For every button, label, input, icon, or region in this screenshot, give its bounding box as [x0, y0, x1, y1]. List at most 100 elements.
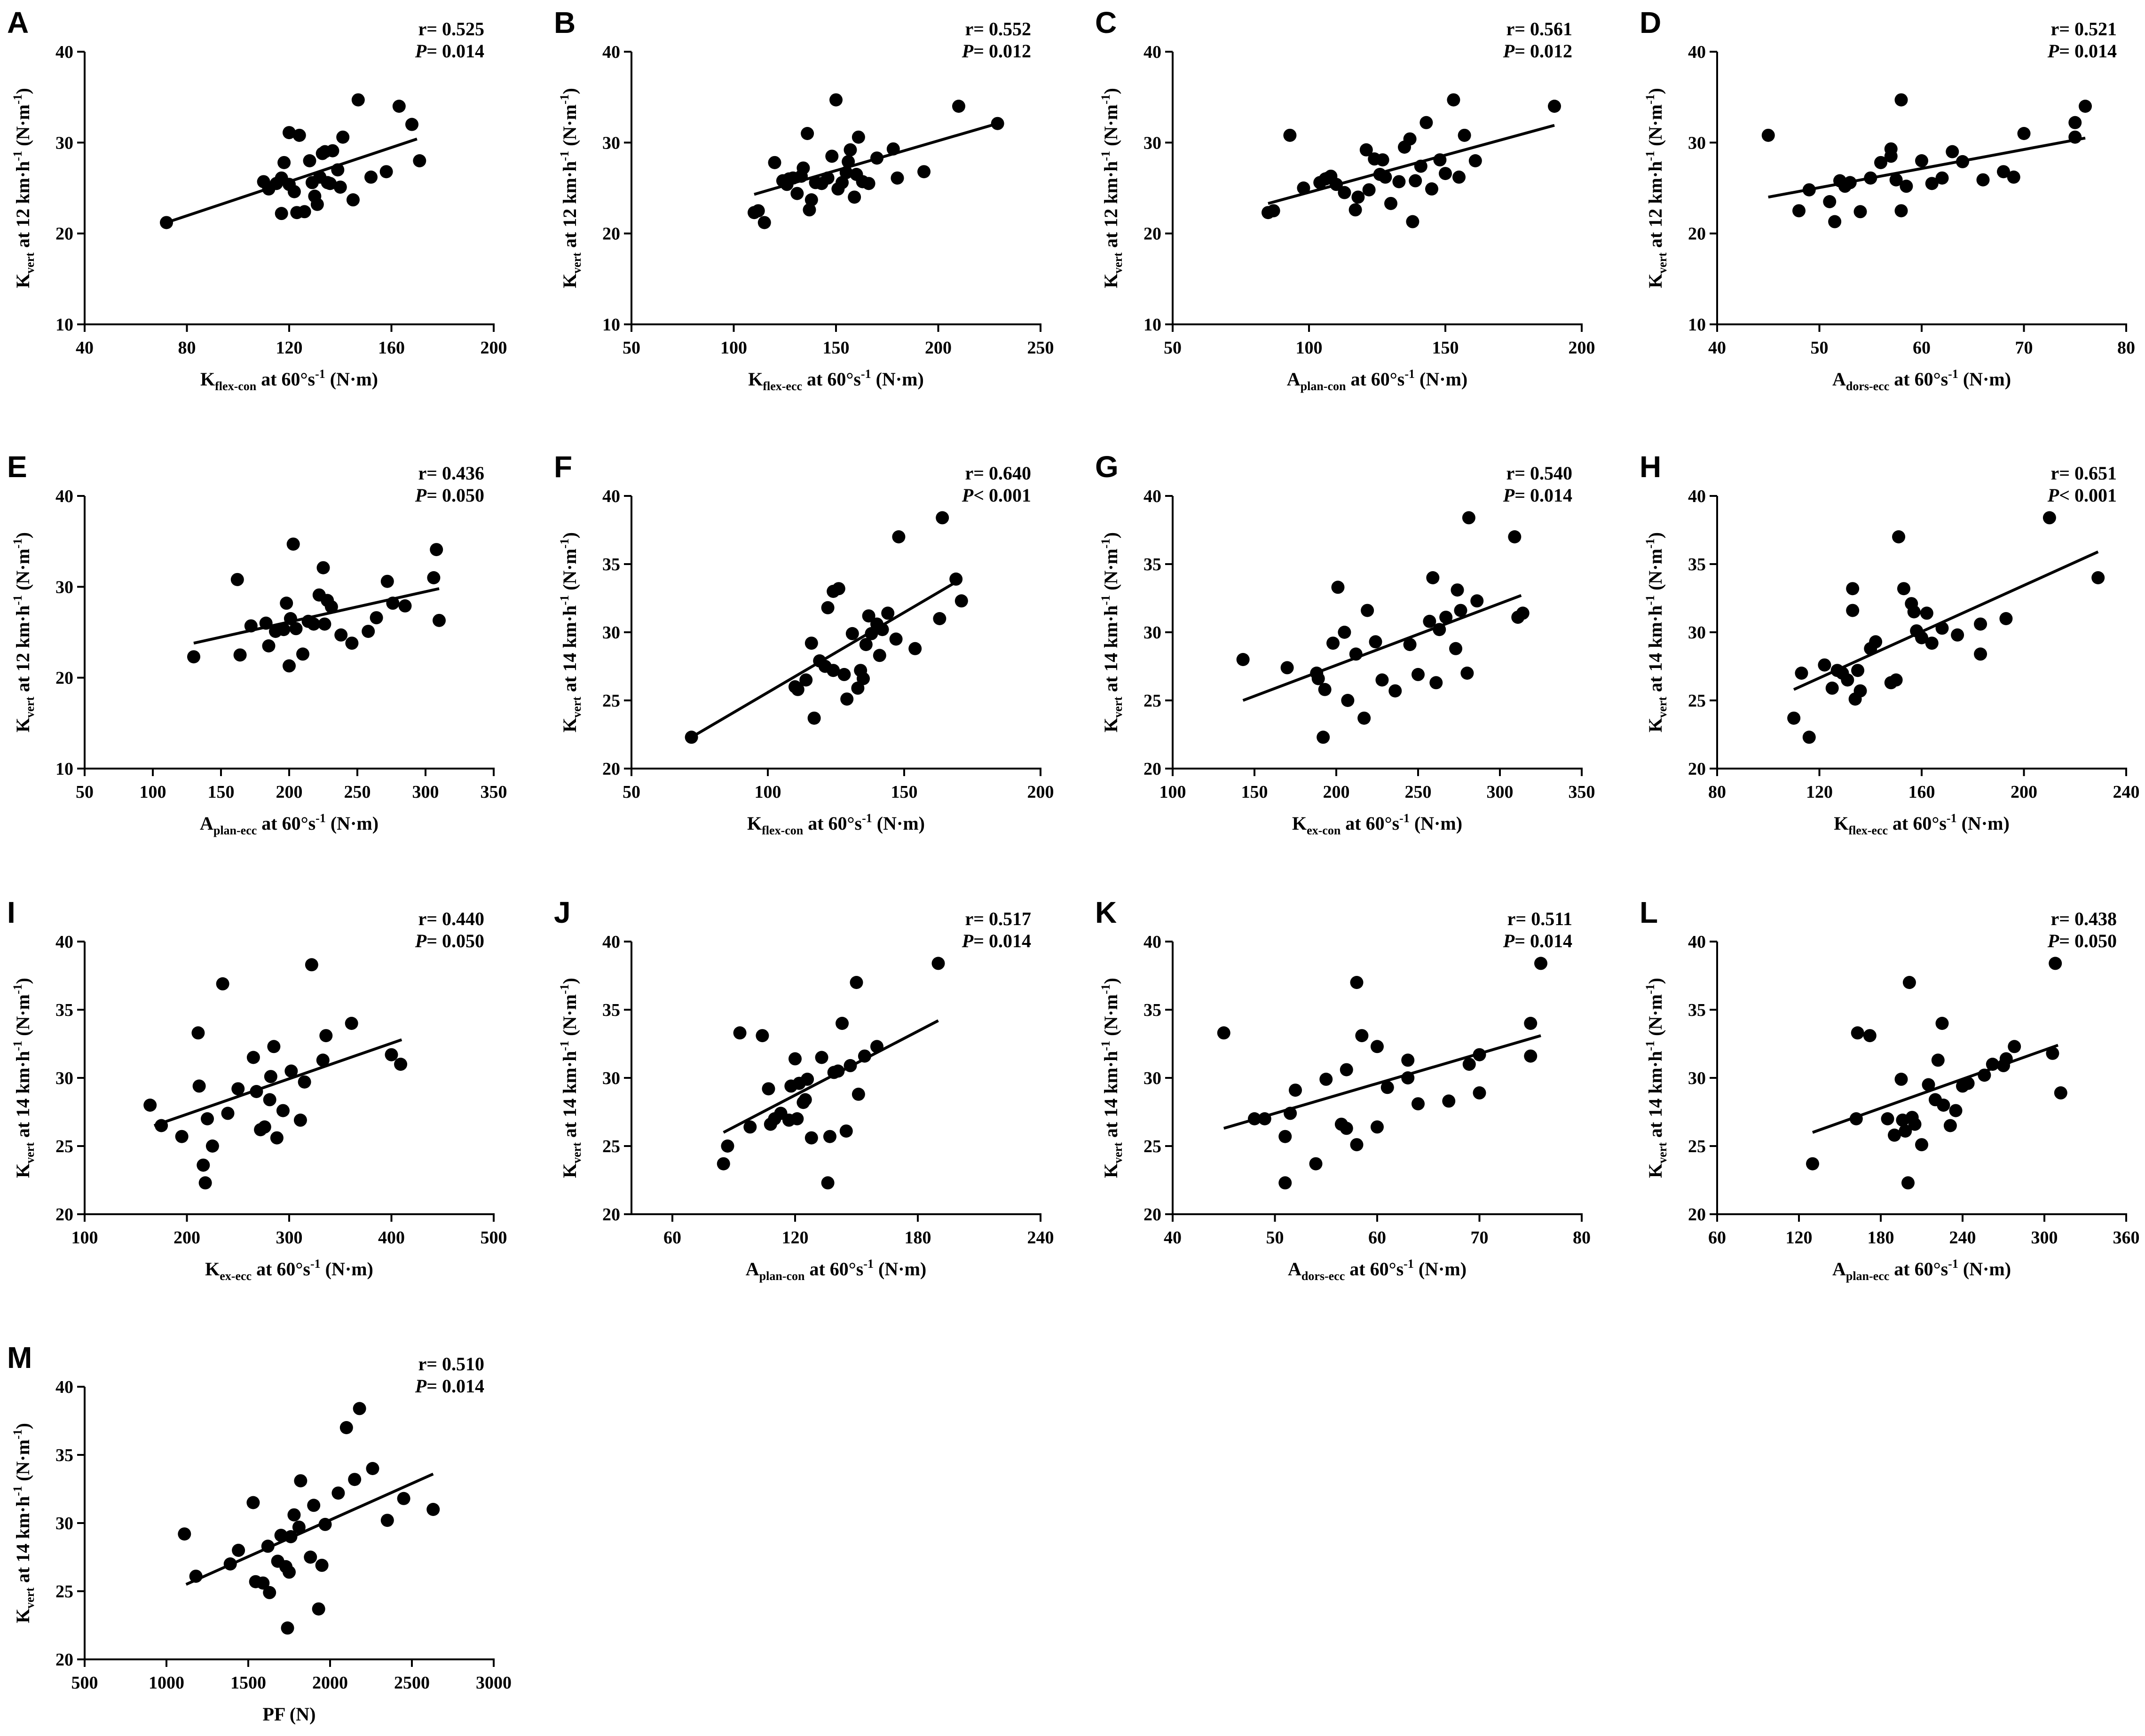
y-label-subscript: vert — [1111, 697, 1125, 718]
stat-p: P= 0.014 — [1503, 485, 1572, 506]
data-point — [192, 1079, 206, 1093]
data-point — [1897, 582, 1910, 596]
y-label-subscript: vert — [1111, 252, 1125, 274]
data-point — [1925, 636, 1939, 650]
data-point — [1384, 196, 1397, 210]
x-tick-label: 50 — [623, 338, 640, 358]
x-label-superscript: -1 — [315, 811, 326, 825]
panel-letter: L — [1640, 895, 1658, 929]
data-point — [790, 187, 804, 200]
data-point — [1447, 93, 1460, 107]
data-point — [287, 185, 301, 198]
data-point — [1956, 155, 1969, 168]
y-label-subscript: vert — [23, 1142, 37, 1163]
y-label-end: ) — [1645, 978, 1666, 984]
data-point — [852, 1087, 865, 1101]
y-tick-label: 35 — [602, 555, 620, 574]
y-label-superscript: -1 — [558, 984, 571, 994]
data-point — [1999, 1052, 2013, 1066]
data-point — [1439, 611, 1453, 624]
y-tick-label: 20 — [1688, 224, 1706, 244]
data-point — [246, 1051, 260, 1064]
data-point — [837, 668, 851, 681]
y-axis-label: Kvert at 14 km·h-1 (N·m-1) — [558, 532, 584, 732]
data-point — [315, 1558, 329, 1572]
stat-p-value: < 0.001 — [2059, 485, 2117, 506]
x-label-subscript: dors-ecc — [1846, 379, 1889, 393]
regression-line — [1223, 1034, 1541, 1130]
stat-p: P= 0.014 — [1503, 930, 1572, 951]
x-label-main: K — [748, 369, 763, 390]
data-point — [1974, 647, 1987, 661]
data-point — [1978, 1068, 1991, 1082]
data-point — [1388, 684, 1402, 698]
data-point — [345, 636, 359, 650]
x-tick-label: 120 — [1806, 782, 1833, 802]
data-point — [1961, 1076, 1975, 1090]
panel-letter: D — [1640, 6, 1661, 39]
data-point — [1470, 594, 1484, 608]
data-point — [221, 1107, 235, 1120]
x-tick-label: 3000 — [476, 1673, 512, 1693]
data-point — [433, 613, 446, 627]
data-point — [405, 118, 418, 131]
y-tick-label: 30 — [1688, 133, 1706, 153]
x-tick-label: 80 — [2117, 338, 2135, 358]
data-point — [292, 1520, 306, 1534]
data-point — [283, 659, 296, 673]
y-axis-label: Kvert at 14 km·h-1 (N·m-1) — [1099, 978, 1125, 1178]
stat-p-symbol: P — [2047, 40, 2059, 62]
data-point — [1894, 93, 1908, 107]
stat-p-symbol: P — [415, 1375, 427, 1397]
data-point — [1853, 205, 1867, 219]
data-point — [791, 683, 804, 696]
data-point — [1311, 672, 1325, 685]
y-tick-label: 20 — [55, 224, 73, 244]
y-tick-label: 35 — [55, 1445, 73, 1465]
data-point — [931, 957, 945, 970]
stat-p: P= 0.012 — [1503, 40, 1572, 62]
stat-p: P= 0.012 — [962, 40, 1031, 62]
data-point — [312, 1602, 325, 1616]
data-point — [155, 1119, 168, 1132]
x-label-main: A — [200, 813, 213, 834]
y-label-superscript: -1 — [558, 151, 571, 161]
x-label-text: at 60°s — [257, 813, 315, 834]
y-label-speed: at 14 km·h — [1100, 605, 1121, 697]
x-label-main: K — [1292, 813, 1307, 834]
x-tick-label: 2500 — [394, 1673, 430, 1693]
regression-line — [1768, 136, 2086, 199]
x-tick-label: 50 — [1811, 338, 1829, 358]
data-point — [1884, 142, 1898, 156]
data-point — [264, 1070, 277, 1084]
x-tick-label: 400 — [378, 1228, 405, 1248]
y-label-end: ) — [1645, 532, 1666, 538]
y-label-unit: (N·m — [1645, 104, 1666, 151]
y-tick-label: 30 — [55, 1514, 73, 1533]
x-tick-label: 300 — [276, 1228, 303, 1248]
data-point — [1403, 132, 1417, 146]
data-point — [2068, 116, 2082, 129]
data-point — [1534, 957, 1547, 970]
data-point — [1376, 153, 1389, 167]
data-point — [346, 193, 360, 207]
data-point — [832, 582, 845, 596]
data-point — [353, 1402, 366, 1415]
panel-letter: G — [1095, 450, 1119, 484]
data-point — [1349, 203, 1362, 217]
data-point — [789, 1052, 802, 1066]
data-point — [1795, 667, 1808, 680]
data-point — [276, 1104, 290, 1117]
stat-p-symbol: P — [1503, 40, 1515, 62]
y-axis-label: Kvert at 12 km·h-1 (N·m-1) — [1099, 88, 1125, 288]
y-label-end: ) — [1100, 532, 1121, 538]
x-label-subscript: flex-ecc — [1848, 824, 1888, 837]
data-point — [394, 1058, 408, 1071]
y-tick-label: 30 — [55, 577, 73, 597]
data-point — [803, 203, 816, 217]
y-label-main: K — [1100, 274, 1121, 288]
x-tick-label: 200 — [2011, 782, 2037, 802]
